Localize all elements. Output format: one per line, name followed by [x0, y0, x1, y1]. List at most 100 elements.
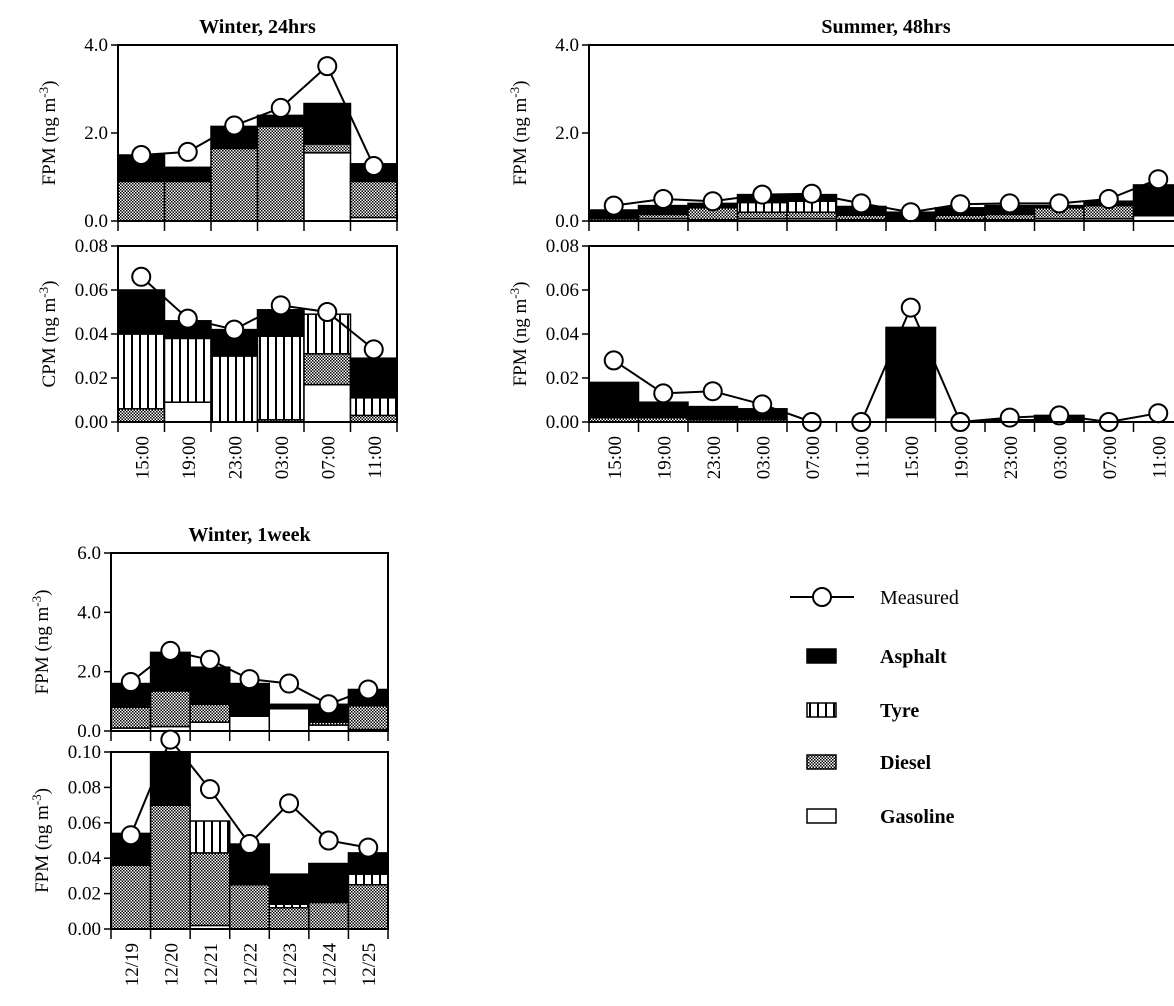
bar-segment-gasoline [268, 708, 310, 732]
plot-frame [588, 245, 1174, 423]
measured-point [318, 830, 339, 851]
bar-segment-asphalt [268, 873, 310, 905]
measured-point [317, 56, 338, 77]
x-tick-label: 11:00 [1149, 436, 1170, 479]
measured-point [900, 202, 921, 223]
bar-segment-asphalt [163, 166, 212, 183]
x-tick-label: 23:00 [704, 436, 725, 479]
y-axis-label: CPM (ng m-3) [36, 281, 61, 388]
bar-segment-gasoline [189, 721, 231, 732]
measured-point [224, 319, 245, 340]
bar-segment-tyre [256, 335, 305, 421]
bar-segment-tyre [347, 873, 389, 886]
y-tick-label: 6.0 [77, 543, 101, 564]
measured-point [358, 679, 379, 700]
bar-segment-diesel [189, 703, 231, 723]
bar-segment-diesel [110, 864, 152, 930]
bar-segment-diesel [347, 884, 389, 930]
y-tick-label: 0.00 [68, 919, 101, 940]
plot-frame [110, 751, 389, 930]
measured-point [224, 115, 245, 136]
y-tick-label: 0.02 [546, 368, 579, 389]
y-axis-label: FPM (ng m-3) [36, 81, 61, 186]
y-tick-label: 0.02 [75, 368, 108, 389]
bar-segment-diesel [984, 213, 1036, 221]
measured-point [1148, 403, 1169, 424]
bar-segment-asphalt [117, 289, 166, 335]
measured-point [131, 145, 152, 165]
measured-point [603, 195, 624, 216]
measured-point [177, 141, 198, 162]
measured-point [363, 339, 384, 360]
legend-label-tyre: Tyre [880, 700, 919, 722]
measured-point [702, 191, 723, 212]
measured-point [900, 297, 921, 318]
y-tick-label: 0.04 [546, 324, 580, 345]
chart-panel-4: FPM (ng m-3) 0.00 0.02 0.04 0.06 0.08 15:00 19:… [507, 236, 1174, 479]
x-tick-label: 12/22 [241, 943, 262, 986]
bar-segment-diesel [149, 690, 191, 728]
chart-panel-2: CPM (ng m-3) 0.00 0.02 0.04 0.06 0.08 15:00 19:… [36, 236, 398, 479]
y-tick-label: 0.00 [75, 412, 108, 433]
chart-panel-1: Winter, 24hrs FPM (ng m-3) 0.0 2.0 4.0 [36, 16, 398, 232]
x-tick-label: 23:00 [225, 436, 246, 479]
y-tick-label: 0.06 [75, 280, 108, 301]
y-axis-label: FPM (ng m-3) [29, 788, 54, 893]
x-tick-label: 15:00 [902, 436, 923, 479]
bar-segment-asphalt [149, 751, 191, 806]
legend: Measured Asphalt Tyre Diesel Gasoline [790, 587, 959, 828]
measured-point [363, 156, 384, 176]
chart-panels: Winter, 24hrs FPM (ng m-3) 0.0 2.0 4.0 CPM (n… [29, 16, 1174, 986]
y-axis-label: FPM (ng m-3) [29, 590, 54, 695]
bar-segment-diesel [189, 852, 231, 927]
x-tick-label: 23:00 [1001, 436, 1022, 479]
measured-point [752, 394, 773, 415]
measured-point [160, 729, 181, 750]
y-tick-label: 0.04 [75, 324, 109, 345]
bar-segment-asphalt [303, 102, 352, 145]
bar-segment-diesel [117, 180, 166, 222]
legend-item-diesel: Diesel [806, 752, 932, 774]
measured-point [120, 825, 141, 846]
legend-item-tyre: Tyre [806, 700, 919, 722]
bar-segment-diesel [303, 143, 352, 154]
bar-segment-gasoline [163, 401, 212, 423]
measured-point [239, 669, 260, 690]
bar-segment-tyre [117, 333, 166, 410]
bar-segment-diesel [303, 353, 352, 386]
bar-segment-diesel [117, 408, 166, 423]
bar-segment-diesel [268, 907, 310, 930]
x-tick-label: 12/24 [320, 943, 341, 987]
measured-point [653, 189, 674, 209]
measured-point [199, 649, 220, 670]
x-tick-label: 07:00 [803, 436, 824, 479]
chart-title: Winter, 1week [188, 524, 311, 546]
measured-point [653, 383, 674, 404]
measured-point [603, 350, 624, 371]
measured-point [801, 183, 822, 204]
x-tick-label: 12/23 [280, 943, 301, 986]
measured-point [999, 193, 1020, 214]
bar-segment-asphalt [308, 862, 350, 904]
measured-point [279, 673, 300, 694]
legend-item-gasoline: Gasoline [806, 806, 955, 828]
bar-segment-asphalt [1132, 184, 1174, 217]
measured-point [160, 640, 181, 661]
bar-segment-asphalt [588, 381, 640, 419]
bar-segment-asphalt [687, 405, 739, 421]
x-tick-label: 15:00 [132, 436, 153, 479]
chart-panel-5: Winter, 1week FPM (ng m-3) 0.0 2.0 4.0 6.0 [29, 524, 389, 742]
measured-point [270, 97, 291, 118]
measured-point [1049, 193, 1070, 214]
measured-point [270, 295, 291, 316]
bar-segment-diesel [308, 901, 350, 930]
measured-point [1098, 189, 1119, 209]
bar-segment-tyre [189, 820, 231, 854]
legend-label-asphalt: Asphalt [880, 646, 947, 668]
measured-point [702, 381, 723, 402]
y-tick-label: 2.0 [77, 662, 101, 683]
bar-segment-diesel [349, 180, 398, 219]
y-tick-label: 0.06 [546, 280, 579, 301]
legend-item-measured: Measured [790, 587, 959, 609]
bar-segment-asphalt [268, 703, 310, 710]
